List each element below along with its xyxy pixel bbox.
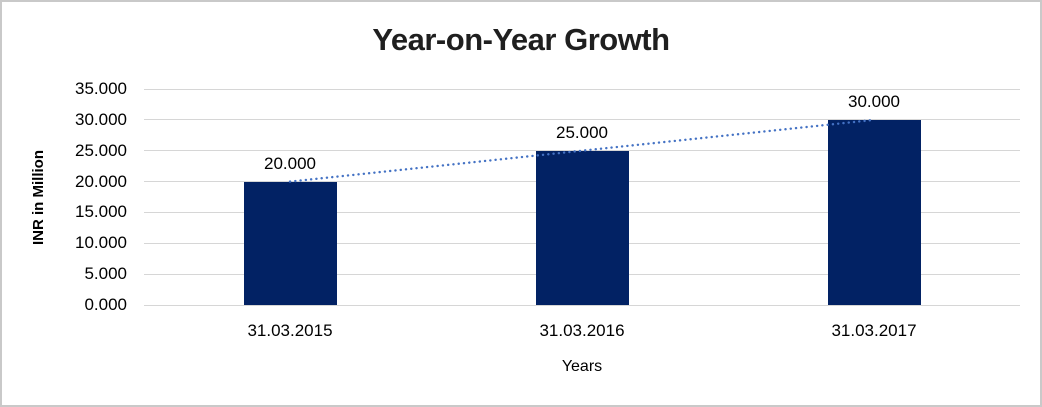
bar-31.03.2016 bbox=[535, 150, 629, 305]
x-tick-label: 31.03.2016 bbox=[539, 321, 625, 340]
y-axis-title-text: INR in Million bbox=[29, 149, 47, 245]
y-tick-label: 35.000 bbox=[75, 79, 127, 98]
plot-area: 20.000 25.000 30.000 bbox=[144, 88, 1020, 306]
bar-value-label: 25.000 bbox=[556, 122, 608, 142]
x-tick-label: 31.03.2015 bbox=[247, 321, 333, 340]
gridline bbox=[144, 88, 1020, 90]
y-tick-label: 25.000 bbox=[75, 140, 127, 160]
y-tick-label: 0.000 bbox=[84, 295, 127, 314]
x-axis-title: Years bbox=[561, 358, 603, 375]
y-tick-label: 10.000 bbox=[75, 233, 127, 253]
bar-value-label: 20.000 bbox=[264, 153, 316, 173]
bar-value-label: 30.000 bbox=[848, 91, 900, 111]
bars-layer: 20.000 25.000 30.000 bbox=[144, 89, 1020, 305]
y-tick-label: 30.000 bbox=[75, 109, 127, 129]
gridline bbox=[144, 304, 1020, 306]
bar-31.03.2017 bbox=[827, 119, 921, 305]
trendline-path bbox=[288, 118, 876, 183]
y-tick-label: 15.000 bbox=[75, 202, 127, 222]
y-tick-label: 5.000 bbox=[84, 264, 127, 284]
gridline bbox=[144, 150, 1020, 152]
y-tick-label: 20.000 bbox=[75, 171, 127, 191]
x-tick-label: 31.03.2017 bbox=[831, 321, 917, 340]
bar-31.03.2015 bbox=[243, 181, 337, 305]
trendline bbox=[288, 118, 876, 183]
chart-title: Year-on-Year Growth bbox=[372, 22, 670, 57]
gridline bbox=[144, 119, 1020, 121]
